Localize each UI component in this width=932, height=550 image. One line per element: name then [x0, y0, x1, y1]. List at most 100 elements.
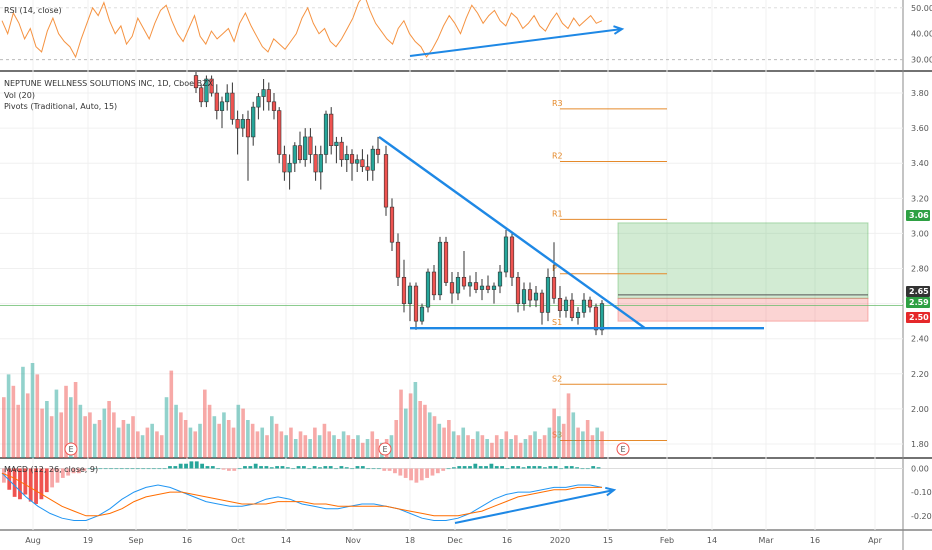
volume-bar [2, 397, 6, 458]
pivot-label: R3 [552, 99, 563, 108]
pivot-label: S3 [552, 430, 562, 439]
volume-bar [255, 431, 260, 458]
macd-hist-bar [360, 466, 365, 469]
x-tick-label: 2020 [550, 536, 570, 545]
volume-bar [231, 427, 236, 458]
macd-hist-bar [157, 468, 162, 470]
candle-body [344, 154, 349, 161]
x-tick-label: 16 [182, 536, 192, 545]
macd-hist-bar [387, 468, 392, 471]
volume-bar [274, 423, 279, 458]
earnings-marker[interactable] [616, 442, 630, 456]
rsi-divergence-arrow-head [613, 25, 625, 35]
candle-body [225, 92, 230, 103]
pivot-label: R1 [552, 209, 563, 218]
volume-bar [394, 420, 399, 458]
volume-bar [313, 427, 317, 458]
macd-hist-bar [34, 468, 38, 504]
macd-hist-bar [232, 468, 237, 471]
volume-bar [303, 435, 308, 458]
candle-body [339, 141, 344, 161]
macd-hist-bar [93, 468, 97, 470]
svg-text:2.59: 2.59 [909, 298, 929, 307]
macd-divergence-arrow-head [605, 486, 617, 497]
earnings-marker[interactable] [64, 442, 78, 456]
candle-body [389, 206, 395, 243]
candle-body [575, 312, 581, 318]
macd-hist-bar [516, 466, 521, 469]
candle-body [240, 119, 245, 129]
volume-bar [140, 435, 145, 458]
price-tick-label: 2.80 [911, 265, 929, 274]
candle-body [491, 285, 497, 290]
candle-body [425, 271, 431, 308]
macd-hist-bar [435, 468, 440, 474]
macd-hist-bar [468, 466, 472, 469]
macd-hist-bar [23, 468, 28, 495]
rsi-divergence-arrow[interactable] [409, 28, 623, 57]
candle-body [271, 101, 277, 111]
macd-hist-bar [414, 468, 419, 483]
volume-bar [279, 431, 284, 458]
pivot-label: R2 [552, 151, 563, 160]
x-tick-label: Sep [128, 536, 143, 545]
candle-body [407, 285, 413, 304]
candle-body [419, 306, 425, 322]
volume-bar [289, 427, 293, 458]
volume-bar [284, 435, 288, 458]
macd-hist-bar [200, 463, 205, 469]
candle-body [497, 271, 503, 287]
profit-zone[interactable] [617, 222, 869, 299]
rsi-tick-label: 30.00 [911, 56, 932, 65]
macd-hist-bar [553, 466, 558, 469]
volume-bar [351, 439, 355, 458]
price-tick-label: 2.00 [911, 405, 929, 414]
macd-hist-bar [269, 467, 274, 469]
macd-hist-bar [494, 466, 499, 469]
macd-hist-bar [248, 466, 253, 469]
volume-bar [54, 389, 59, 458]
macd-hist-bar [446, 468, 451, 470]
macd-tick-label: -0.20 [911, 512, 932, 521]
candle-body [527, 289, 533, 301]
candle-body [395, 241, 401, 278]
volume-bar [595, 427, 600, 458]
descending-trendline[interactable] [378, 135, 646, 330]
volume-bar [590, 435, 595, 458]
volume-bar [600, 431, 604, 458]
loss-zone[interactable] [617, 297, 869, 322]
macd-divergence-arrow[interactable] [454, 489, 615, 524]
candle-body [533, 292, 539, 301]
x-tick-label: 15 [603, 536, 613, 545]
volume-bar [418, 401, 422, 458]
candle-body [593, 306, 599, 331]
volume-bar [504, 431, 509, 458]
volume-bar [164, 397, 169, 458]
symbol-title: NEPTUNE WELLNESS SOLUTIONS INC, 1D, Cboe… [4, 79, 214, 88]
volume-bar [92, 423, 97, 458]
macd-hist-bar [77, 468, 81, 474]
volume-bar [73, 382, 78, 458]
macd-hist-bar [39, 468, 44, 500]
volume-bar [542, 435, 547, 458]
volume-bar [523, 439, 528, 458]
volume-bar [432, 416, 437, 458]
volume-bar [576, 427, 580, 458]
volume-bar [64, 385, 68, 458]
macd-hist-bar [409, 468, 413, 481]
candle-body [230, 92, 235, 120]
macd-hist-bar [152, 468, 156, 470]
volume-bar [59, 412, 64, 458]
macd-hist-bar [275, 466, 280, 469]
macd-hist-bar [328, 466, 333, 469]
x-tick-label: Aug [25, 536, 41, 545]
earnings-marker[interactable] [378, 442, 392, 456]
candle-body [193, 75, 199, 89]
price-tag-current: 2.65 [906, 286, 930, 297]
candle-body [455, 276, 461, 294]
trendline-drawings[interactable] [378, 25, 764, 524]
trade-box-layer[interactable] [0, 222, 903, 322]
macd-hist-bar [82, 468, 87, 471]
volume-bar [461, 427, 466, 458]
